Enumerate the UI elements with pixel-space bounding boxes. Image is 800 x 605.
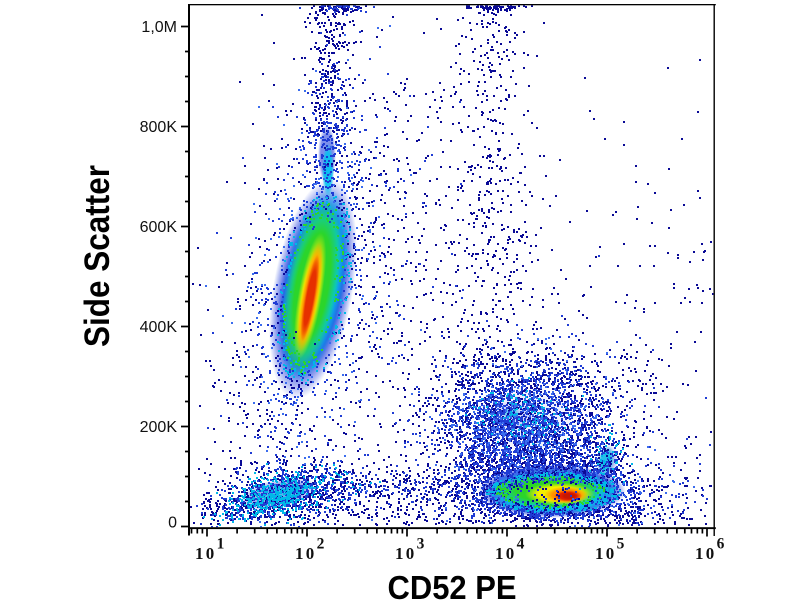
svg-text:102: 102 [295, 536, 325, 564]
svg-text:1,0M: 1,0M [141, 19, 177, 36]
svg-text:800K: 800K [140, 119, 178, 136]
svg-text:104: 104 [495, 536, 525, 564]
svg-text:200K: 200K [140, 419, 178, 436]
svg-text:400K: 400K [140, 319, 178, 336]
svg-text:103: 103 [395, 536, 425, 564]
svg-text:105: 105 [595, 536, 625, 564]
svg-text:CD52 PE: CD52 PE [388, 569, 517, 600]
svg-text:Side Scatter: Side Scatter [77, 165, 117, 347]
svg-text:106: 106 [695, 536, 725, 564]
svg-text:101: 101 [195, 536, 224, 564]
svg-text:600K: 600K [140, 219, 178, 236]
svg-text:0: 0 [168, 515, 177, 532]
